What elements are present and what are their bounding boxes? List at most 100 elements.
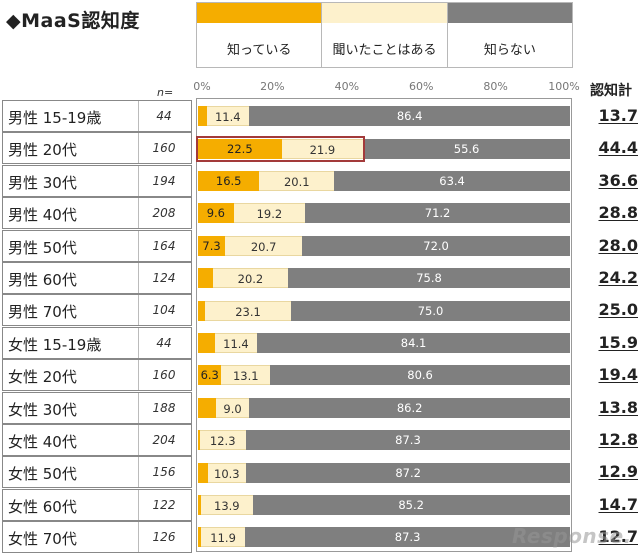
row-total: 28.0 [598, 235, 638, 255]
bar-unknown: 75.8 [288, 268, 570, 289]
bar-aware [198, 397, 216, 418]
row-divider [138, 489, 139, 520]
row-label: 女性 20代 [8, 368, 77, 387]
bar-aware: 9.6 [198, 203, 234, 224]
bar-heard: 11.9 [200, 527, 246, 548]
row-total: 13.7 [598, 106, 638, 125]
chart-title: ◆MaaS認知度 [6, 10, 140, 32]
bar-unknown: 85.2 [252, 495, 570, 515]
x-tick-label: 40% [334, 80, 360, 93]
row-sample-size: 126 [152, 530, 176, 545]
legend-item: 知らない [446, 2, 573, 68]
data-label: 84.1 [400, 336, 427, 350]
data-label: 13.1 [232, 369, 259, 384]
row-total: 12.8 [598, 430, 638, 449]
bar-aware [198, 268, 213, 289]
legend-label: 知っている [226, 43, 292, 58]
data-label: 10.3 [214, 466, 240, 481]
row-total: 12.7 [598, 527, 638, 547]
data-label: 20.1 [283, 175, 310, 189]
bar-unknown: 86.2 [249, 397, 570, 418]
row-label-box: 男性 50代 164 [2, 229, 192, 262]
row-sample-size: 160 [152, 141, 176, 156]
row-total: 15.9 [598, 332, 638, 352]
row-label-box: 女性 20代 160 [2, 359, 192, 392]
bar-aware [198, 106, 207, 127]
data-label: 21.9 [309, 142, 336, 157]
data-label: 9.6 [206, 206, 225, 221]
legend-item: 知っている [196, 2, 323, 68]
row-label-box: 女性 30代 188 [2, 391, 192, 424]
bar-aware [198, 495, 201, 515]
row-sample-size: 156 [152, 465, 176, 480]
bar-unknown: 63.4 [334, 171, 570, 191]
data-label: 7.3 [202, 238, 221, 253]
bar-heard: 10.3 [207, 462, 246, 483]
row-divider [138, 230, 139, 261]
bar-heard: 12.3 [199, 430, 246, 451]
row-label: 女性 30代 [8, 400, 77, 419]
bar-unknown: 87.2 [245, 462, 571, 483]
row-label-box: 男性 40代 208 [2, 197, 192, 230]
row-label: 女性 40代 [8, 433, 77, 451]
row-sample-size: 204 [152, 433, 176, 447]
row-label-box: 女性 50代 156 [2, 456, 192, 489]
row-label: 男性 50代 [8, 238, 77, 257]
bar-unknown: 72.0 [302, 235, 570, 256]
row-label: 男性 15-19歳 [8, 109, 102, 127]
bar-aware [198, 527, 201, 548]
data-label: 11.9 [210, 531, 236, 546]
data-label: 87.3 [394, 530, 421, 545]
row-total: 36.6 [598, 170, 638, 190]
legend-swatch [447, 3, 572, 23]
row-label-column: 男性 15-19歳 44 男性 20代 160 男性 30代 194 男性 40代 208 男性… [0, 98, 196, 553]
data-label: 22.5 [227, 141, 253, 156]
data-label: 20.2 [237, 272, 264, 287]
bar-heard: 13.9 [200, 495, 253, 515]
row-total: 24.2 [598, 268, 638, 287]
row-sample-size: 160 [152, 368, 176, 383]
data-label: 63.4 [439, 174, 465, 188]
bar-heard: 20.7 [225, 235, 303, 256]
row-sample-size: 188 [152, 400, 176, 415]
data-label: 6.3 [200, 368, 219, 383]
data-label: 75.8 [416, 271, 442, 286]
row-divider [138, 425, 139, 455]
bar-aware: 6.3 [198, 365, 222, 386]
bar-unknown: 71.2 [305, 203, 570, 224]
x-tick-label: 100% [548, 80, 580, 93]
row-divider [138, 457, 139, 488]
data-label: 55.6 [453, 141, 480, 156]
bar-heard: 11.4 [206, 106, 249, 127]
row-label-box: 男性 70代 104 [2, 294, 192, 327]
data-label: 13.9 [214, 499, 240, 513]
row-divider [138, 522, 139, 553]
row-label-box: 女性 60代 122 [2, 488, 192, 521]
row-sample-size: 104 [152, 303, 176, 318]
row-label-box: 女性 40代 204 [2, 424, 192, 456]
data-label: 20.7 [250, 239, 277, 254]
row-sample-size: 164 [152, 238, 176, 253]
row-divider [138, 392, 139, 423]
bar-unknown: 87.3 [245, 430, 571, 451]
legend-label: 聞いたことはある [332, 43, 437, 58]
bar-unknown: 86.4 [248, 106, 571, 127]
data-label: 87.2 [395, 465, 421, 480]
row-label: 男性 60代 [8, 271, 77, 289]
row-total: 44.4 [598, 138, 638, 158]
row-sample-size: 44 [156, 109, 172, 123]
legend-swatch [322, 3, 447, 23]
bar-unknown: 80.6 [270, 365, 570, 386]
bar-aware: 16.5 [198, 171, 260, 191]
row-divider [138, 327, 139, 358]
row-label: 女性 15-19歳 [8, 335, 102, 354]
row-total: 19.4 [598, 365, 638, 385]
bar-aware: 7.3 [198, 235, 226, 256]
row-sample-size: 124 [152, 271, 176, 285]
data-label: 16.5 [215, 174, 242, 188]
row-total: 14.7 [598, 494, 638, 514]
row-sample-size: 122 [152, 497, 176, 512]
row-total: 28.8 [598, 203, 638, 223]
x-tick-label: 80% [483, 80, 508, 93]
row-total: 25.0 [598, 300, 638, 320]
